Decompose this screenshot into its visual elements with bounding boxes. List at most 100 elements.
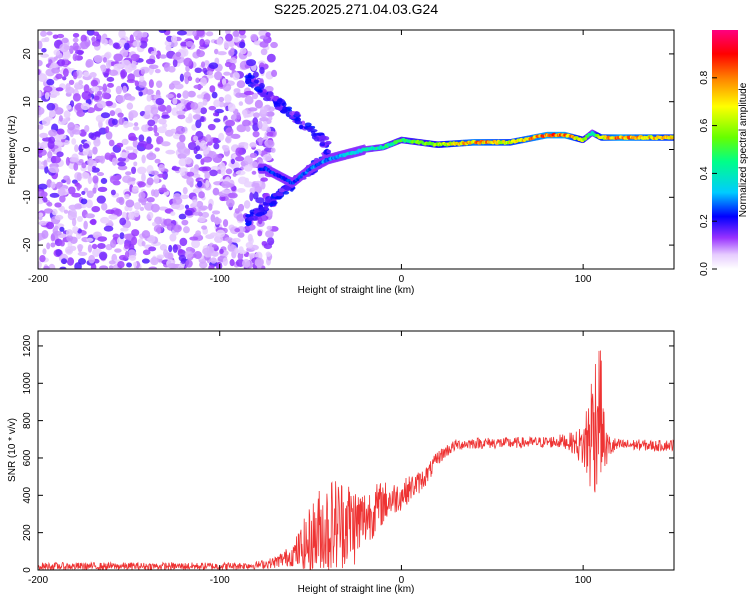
snr-y-tick-label: 200 bbox=[22, 524, 33, 541]
heatmap-noise-cell bbox=[42, 248, 47, 255]
heatmap-noise-cell bbox=[140, 199, 147, 206]
heatmap-arc-cell bbox=[319, 135, 327, 140]
heatmap-noise-cell bbox=[187, 90, 196, 98]
heatmap-noise-cell bbox=[46, 102, 56, 111]
heatmap-noise-cell bbox=[61, 37, 69, 44]
heatmap-noise-cell bbox=[211, 91, 218, 99]
heatmap-noise-cell bbox=[59, 240, 65, 247]
heatmap-noise-cell bbox=[156, 225, 161, 235]
heatmap-noise-cell bbox=[66, 234, 73, 242]
heatmap-noise-cell bbox=[158, 164, 165, 172]
heatmap-noise-cell bbox=[260, 48, 268, 56]
snr-y-axis-label: SNR (10 * v/v) bbox=[7, 418, 18, 482]
heatmap-noise-cell bbox=[63, 209, 69, 214]
heatmap-noise-cell bbox=[112, 42, 120, 49]
heatmap-noise-cell bbox=[57, 187, 66, 197]
heatmap-noise-cell bbox=[69, 157, 80, 163]
heatmap-noise-cell bbox=[138, 134, 145, 143]
heatmap-noise-cell bbox=[190, 102, 199, 110]
heatmap-noise-cell bbox=[125, 171, 132, 176]
heatmap-arc-cell bbox=[310, 130, 316, 134]
heatmap-noise-cell bbox=[72, 93, 81, 102]
heatmap-noise-cell bbox=[62, 68, 69, 77]
heatmap-noise-cell bbox=[111, 118, 118, 126]
heatmap-noise-cell bbox=[118, 196, 125, 206]
heatmap-noise-cell bbox=[208, 203, 213, 211]
heatmap-noise-cell bbox=[66, 257, 75, 266]
heatmap-noise-cell bbox=[58, 115, 63, 122]
heatmap-noise-cell bbox=[83, 84, 90, 94]
heatmap-noise-cell bbox=[54, 214, 64, 220]
heatmap-noise-cell bbox=[243, 200, 251, 209]
heatmap-noise-cell bbox=[50, 62, 58, 69]
heatmap-noise-cell bbox=[250, 33, 258, 42]
heatmap-noise-cell bbox=[103, 225, 114, 232]
heatmap-noise-cell bbox=[46, 242, 51, 250]
snr-x-ticks: -200 -100 0 100 bbox=[28, 331, 592, 586]
heatmap-noise-cell bbox=[76, 172, 82, 182]
heatmap-noise-cell bbox=[258, 136, 263, 146]
heatmap-noise-cell bbox=[236, 112, 241, 120]
heatmap-noise-cell bbox=[121, 138, 129, 146]
heatmap-noise-cell bbox=[55, 249, 62, 257]
heatmap-noise-cell bbox=[265, 251, 272, 257]
heatmap-noise-cell bbox=[53, 230, 62, 236]
heatmap-noise-cell bbox=[83, 220, 88, 230]
spectrogram-x-tick-label: 0 bbox=[399, 274, 405, 285]
heatmap-noise-cell bbox=[91, 40, 101, 47]
heatmap-noise-cell bbox=[81, 90, 92, 100]
heatmap-noise-cell bbox=[55, 73, 63, 80]
heatmap-noise-cell bbox=[72, 53, 78, 62]
heatmap-noise-cell bbox=[59, 195, 66, 203]
heatmap-noise-cell bbox=[252, 191, 259, 200]
heatmap-noise-cell bbox=[225, 33, 233, 42]
heatmap-noise-cell bbox=[100, 112, 111, 119]
snr-frame bbox=[37, 330, 675, 571]
heatmap-noise-cell bbox=[110, 189, 116, 196]
heatmap-noise-cell bbox=[154, 68, 161, 74]
heatmap-noise-cell bbox=[54, 202, 62, 208]
heatmap-noise-cell bbox=[185, 64, 190, 73]
heatmap-noise-cell bbox=[86, 30, 95, 36]
heatmap-noise-cell bbox=[139, 75, 145, 82]
heatmap-noise-cell bbox=[165, 149, 176, 155]
heatmap-noise-cell bbox=[100, 177, 108, 185]
heatmap-noise-cell bbox=[266, 53, 276, 63]
heatmap-noise-cell bbox=[165, 93, 174, 99]
spectrogram-x-axis-label: Height of straight line (km) bbox=[298, 285, 415, 296]
heatmap-noise-cell bbox=[232, 36, 240, 43]
heatmap-noise-cell bbox=[148, 79, 154, 89]
heatmap-noise-cell bbox=[50, 181, 56, 189]
heatmap-noise-cell bbox=[74, 144, 79, 153]
heatmap-noise-cell bbox=[38, 40, 43, 50]
heatmap-noise-cell bbox=[154, 147, 160, 152]
heatmap-noise-cell bbox=[77, 251, 88, 256]
heatmap-noise-cell bbox=[265, 230, 274, 238]
heatmap-noise-cell bbox=[179, 134, 186, 143]
heatmap-noise-cell bbox=[88, 132, 95, 139]
heatmap-noise-cell bbox=[59, 226, 65, 232]
heatmap-noise-cell bbox=[147, 126, 154, 132]
heatmap-noise-cell bbox=[48, 129, 58, 137]
heatmap-noise-cell bbox=[110, 239, 117, 248]
snr-y-tick-label: 1000 bbox=[22, 372, 33, 395]
heatmap-arc-cell bbox=[247, 72, 252, 79]
heatmap-noise-cell bbox=[232, 72, 240, 81]
chart-title: S225.2025.271.04.03.G24 bbox=[274, 1, 438, 17]
heatmap-noise-cell bbox=[100, 216, 110, 224]
heatmap-noise-cell bbox=[115, 94, 126, 104]
heatmap-noise-cell bbox=[106, 59, 112, 69]
heatmap-noise-cell bbox=[239, 47, 247, 55]
heatmap-noise-cell bbox=[109, 110, 116, 117]
heatmap-noise-cell bbox=[93, 31, 100, 37]
heatmap-noise-cell bbox=[260, 177, 269, 182]
heatmap-noise-cell bbox=[179, 237, 188, 247]
heatmap-noise-cell bbox=[128, 243, 135, 252]
heatmap-noise-cell bbox=[249, 142, 257, 148]
heatmap-noise-cell bbox=[124, 242, 130, 250]
heatmap-noise-cell bbox=[254, 99, 263, 109]
heatmap-noise-cell bbox=[103, 72, 109, 78]
heatmap-noise-cell bbox=[146, 136, 152, 145]
heatmap-arc-cell bbox=[259, 82, 265, 89]
heatmap-noise-cell bbox=[124, 193, 130, 200]
